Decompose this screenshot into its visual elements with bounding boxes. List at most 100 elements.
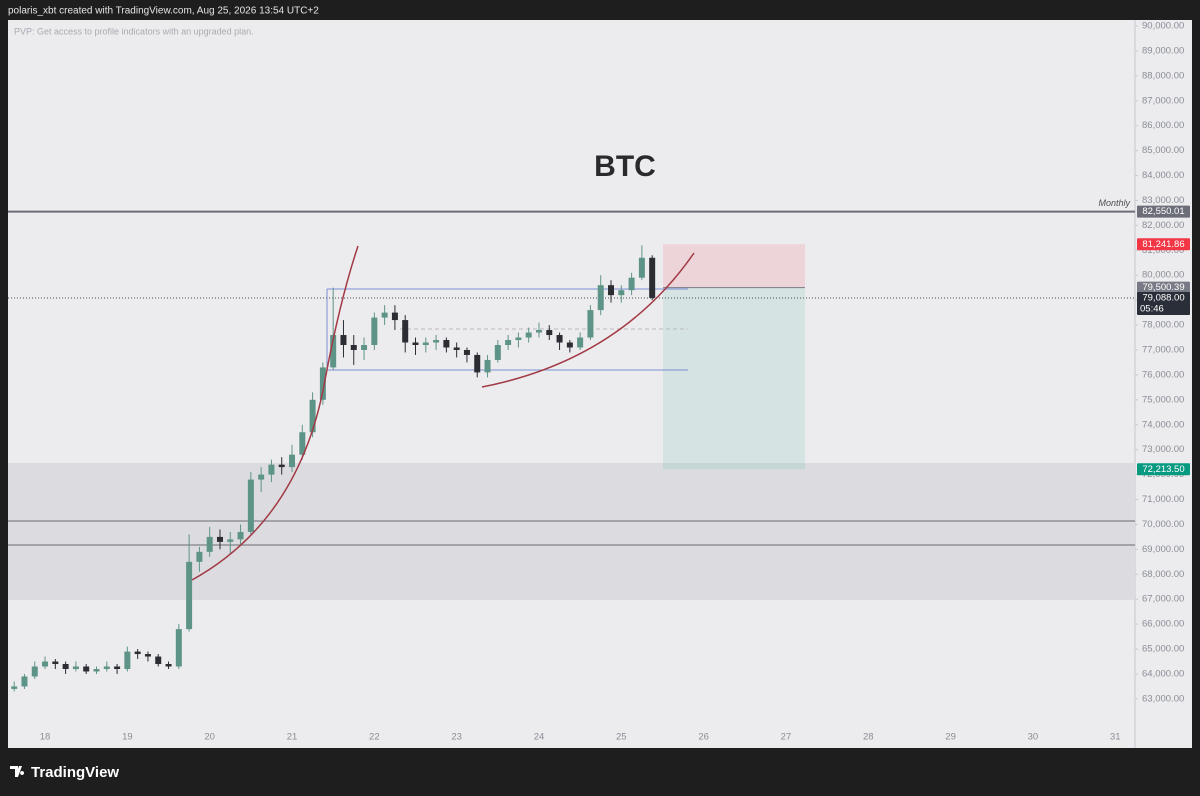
candle-body [134, 651, 141, 655]
y-tick-label: 85,000.00 [1142, 145, 1184, 156]
candle-body [361, 344, 368, 350]
notice: PVP: Get access to profile indicators wi… [14, 26, 254, 36]
y-tick-label: 64,000.00 [1142, 668, 1184, 679]
header: polaris_xbt created with TradingView.com… [8, 6, 319, 17]
y-tick-label: 66,000.00 [1142, 619, 1184, 630]
y-tick-label: 76,000.00 [1142, 369, 1184, 380]
curve [191, 245, 359, 581]
y-tick-label: 86,000.00 [1142, 120, 1184, 131]
candle-body [124, 651, 131, 669]
stop-box [663, 244, 805, 288]
y-tick-label: 68,000.00 [1142, 569, 1184, 580]
price-tag [1137, 463, 1190, 476]
candle-body [165, 664, 172, 667]
candle-body [535, 330, 542, 333]
x-tick-label: 24 [534, 732, 545, 743]
x-tick-label: 20 [204, 732, 215, 743]
candle-body [247, 479, 254, 532]
candle-body [463, 349, 470, 355]
candle-body [114, 666, 121, 669]
x-tick-label: 23 [451, 732, 462, 743]
candle-body [350, 344, 357, 350]
chart-title: BTC [594, 150, 656, 183]
y-tick-label: 83,000.00 [1142, 195, 1184, 206]
candle-body [319, 367, 326, 400]
candle-body [556, 335, 563, 343]
candle-body [21, 676, 28, 687]
candle-body [412, 342, 419, 345]
brand: TradingView [31, 764, 119, 781]
candle-body [433, 340, 440, 343]
candle-body [144, 654, 151, 657]
candle-body [484, 359, 491, 373]
candle-body [422, 342, 429, 345]
y-tick-label: 81,000.00 [1142, 245, 1184, 256]
y-tick-label: 63,000.00 [1142, 693, 1184, 704]
y-tick-label: 69,000.00 [1142, 544, 1184, 555]
candle-body [525, 332, 532, 338]
y-tick-label: 78,000.00 [1142, 320, 1184, 331]
curve [481, 252, 695, 388]
y-tick-label: 73,000.00 [1142, 444, 1184, 455]
candle-body [618, 290, 625, 296]
candle-body [638, 257, 645, 278]
target-box [663, 287, 805, 470]
x-tick-label: 27 [781, 732, 792, 743]
candle-body [258, 474, 265, 480]
candle-body [299, 432, 306, 455]
candle-body [268, 464, 275, 475]
candle-body [62, 664, 69, 669]
x-tick-label: 25 [616, 732, 627, 743]
candle-body [474, 354, 481, 373]
candle-body [546, 330, 553, 336]
y-tick-label: 71,000.00 [1142, 494, 1184, 505]
y-tick-label: 90,000.00 [1142, 20, 1184, 31]
x-tick-label: 26 [698, 732, 709, 743]
candle-body [402, 320, 409, 343]
candle-body [505, 340, 512, 345]
candle-body [443, 340, 450, 348]
candle-body [566, 342, 573, 348]
candle-body [227, 539, 234, 542]
price-tag-label: 82,550.01 [1142, 206, 1184, 217]
candle-body [103, 666, 110, 669]
price-axis [1135, 20, 1192, 748]
x-tick-label: 22 [369, 732, 380, 743]
candle-body [155, 656, 162, 665]
price-tag [1137, 291, 1190, 315]
y-tick-label: 80,000.00 [1142, 270, 1184, 281]
candle-body [587, 310, 594, 338]
candle-body [278, 464, 285, 468]
candle-body [453, 347, 460, 350]
y-tick-label: 87,000.00 [1142, 95, 1184, 106]
x-tick-label: 29 [945, 732, 956, 743]
candle-body [175, 629, 182, 667]
price-tag-label: 79,500.39 [1142, 282, 1184, 293]
plot-area [8, 20, 1135, 748]
candle-body [237, 531, 244, 540]
y-tick-label: 74,000.00 [1142, 419, 1184, 430]
candle-body [31, 666, 38, 677]
price-tag-label: 81,241.86 [1142, 239, 1184, 250]
candle-body [649, 257, 656, 298]
candle-body [206, 536, 213, 552]
y-tick-label: 77,000.00 [1142, 344, 1184, 355]
x-tick-label: 28 [863, 732, 874, 743]
y-tick-label: 88,000.00 [1142, 70, 1184, 81]
candle-body [577, 337, 584, 348]
y-tick-label: 67,000.00 [1142, 594, 1184, 605]
candle-body [289, 454, 296, 468]
price-tag [1137, 205, 1190, 218]
candle-body [597, 285, 604, 311]
candle-body [93, 668, 100, 672]
candle-body [608, 285, 615, 296]
candle-body [371, 317, 378, 345]
countdown: 05:46 [1140, 303, 1164, 314]
price-tag [1137, 238, 1190, 251]
candle-body [391, 312, 398, 321]
y-tick-label: 75,000.00 [1142, 394, 1184, 405]
candle-body [186, 561, 193, 630]
candle-body [381, 312, 388, 318]
candle-body [216, 536, 223, 542]
